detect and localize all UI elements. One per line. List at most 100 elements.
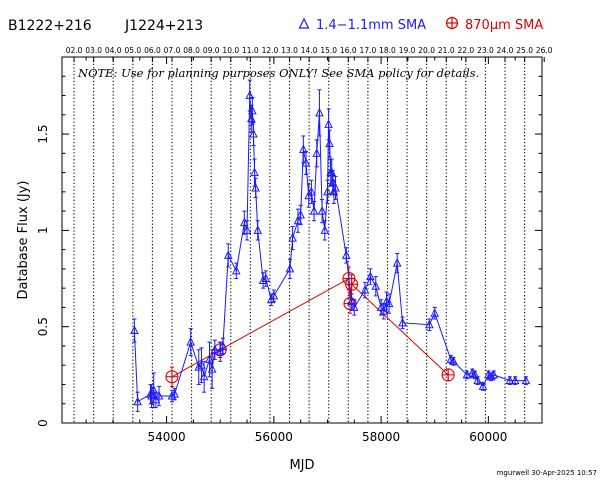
y-tick-label: 0.5 bbox=[36, 317, 50, 336]
data-point bbox=[250, 167, 259, 177]
data-point bbox=[366, 271, 375, 281]
data-point bbox=[345, 277, 359, 291]
data-point bbox=[186, 336, 196, 346]
data-point bbox=[324, 119, 333, 128]
top-axis-label: 22.0 bbox=[457, 46, 474, 55]
data-point bbox=[489, 369, 499, 379]
footer-credit: mgurwell 30-Apr-2025 10:57 bbox=[497, 469, 597, 477]
data-point bbox=[288, 232, 297, 242]
y-tick-label: 1.5 bbox=[36, 125, 50, 144]
data-point bbox=[285, 263, 295, 273]
data-point bbox=[223, 250, 233, 259]
x-tick-label: 56000 bbox=[255, 430, 293, 444]
top-axis-label: 02.0 bbox=[66, 46, 83, 55]
data-point bbox=[312, 148, 322, 157]
data-point bbox=[231, 265, 241, 275]
y-axis: 0 0.5 1 1.5 bbox=[36, 75, 542, 427]
top-axis-label: 03.0 bbox=[85, 46, 102, 55]
data-point bbox=[130, 325, 139, 335]
data-point bbox=[328, 177, 338, 186]
data-point bbox=[521, 375, 531, 385]
data-point bbox=[360, 284, 370, 294]
legend-blue-label: 1.4−1.1mm SMA bbox=[316, 18, 426, 33]
x-axis-label: MJD bbox=[289, 458, 314, 473]
data-point bbox=[331, 182, 340, 192]
data-point bbox=[194, 362, 204, 371]
data-point bbox=[486, 371, 496, 381]
data-point bbox=[215, 346, 225, 356]
data-point bbox=[248, 105, 257, 115]
top-axis-label: 17.0 bbox=[360, 46, 377, 55]
data-point bbox=[510, 375, 520, 385]
legend-red: 870μm SMA bbox=[445, 16, 543, 33]
data-point bbox=[371, 281, 381, 290]
data-point bbox=[197, 360, 206, 369]
data-point bbox=[154, 390, 164, 400]
data-point bbox=[309, 205, 319, 215]
top-axis-label: 08.0 bbox=[183, 46, 200, 55]
data-point bbox=[253, 225, 263, 234]
data-point bbox=[301, 157, 311, 167]
source-name: B1222+216 bbox=[8, 18, 92, 34]
data-point bbox=[307, 186, 316, 196]
data-point bbox=[170, 388, 179, 398]
data-point bbox=[205, 354, 214, 363]
data-point bbox=[449, 356, 458, 365]
top-axis-label: 13.0 bbox=[281, 46, 298, 55]
data-point bbox=[392, 257, 402, 267]
data-point bbox=[258, 275, 268, 284]
data-point bbox=[320, 225, 330, 234]
top-axis-label: 19.0 bbox=[399, 46, 416, 55]
data-point bbox=[323, 186, 332, 196]
data-point bbox=[210, 344, 220, 354]
data-point bbox=[341, 250, 351, 259]
data-point bbox=[299, 144, 308, 153]
data-point bbox=[245, 90, 255, 100]
data-point bbox=[441, 368, 455, 382]
data-point bbox=[505, 375, 515, 385]
y-tick-label: 1 bbox=[36, 227, 50, 235]
data-point bbox=[167, 390, 177, 400]
top-axis-label: 05.0 bbox=[124, 46, 141, 55]
data-point bbox=[349, 302, 359, 311]
x-tick-label: 60000 bbox=[469, 430, 507, 444]
data-point bbox=[317, 205, 327, 215]
top-axis-label: 07.0 bbox=[164, 46, 181, 55]
data-point bbox=[293, 215, 303, 225]
data-point bbox=[240, 217, 249, 227]
data-point bbox=[376, 302, 386, 311]
y-axis-label: Database Flux (Jy) bbox=[16, 181, 31, 300]
top-axis-label: 18.0 bbox=[379, 46, 396, 55]
data-point bbox=[315, 107, 324, 117]
plot-frame bbox=[61, 56, 543, 424]
data-point bbox=[133, 396, 142, 406]
year-gridlines bbox=[73, 57, 526, 423]
top-axis-label: 23.0 bbox=[477, 46, 494, 55]
data-point bbox=[261, 273, 271, 283]
top-axis-label: 25.0 bbox=[516, 46, 533, 55]
planning-note: NOTE: Use for planning purposes ONLY! Se… bbox=[77, 66, 479, 80]
data-point bbox=[165, 370, 179, 384]
data-point bbox=[325, 138, 334, 148]
data-point bbox=[242, 225, 252, 234]
data-point bbox=[199, 371, 209, 381]
data-point bbox=[296, 209, 305, 219]
data-point bbox=[425, 319, 434, 329]
top-axis-label: 14.0 bbox=[301, 46, 318, 55]
legend-red-label: 870μm SMA bbox=[465, 18, 543, 33]
data-point bbox=[269, 290, 279, 300]
data-point bbox=[470, 369, 480, 379]
top-axis-label: 12.0 bbox=[262, 46, 279, 55]
data-point bbox=[247, 113, 256, 123]
data-point bbox=[384, 298, 394, 308]
top-axis-label: 10.0 bbox=[222, 46, 239, 55]
top-axis-label: 06.0 bbox=[144, 46, 161, 55]
data-point bbox=[207, 363, 217, 373]
series-1mm bbox=[130, 79, 531, 412]
circle-plus-marker-icon bbox=[445, 16, 459, 30]
data-point bbox=[430, 308, 440, 317]
top-axis-label: 21.0 bbox=[438, 46, 455, 55]
data-point bbox=[249, 128, 258, 138]
top-axis-label: 11.0 bbox=[242, 46, 259, 55]
